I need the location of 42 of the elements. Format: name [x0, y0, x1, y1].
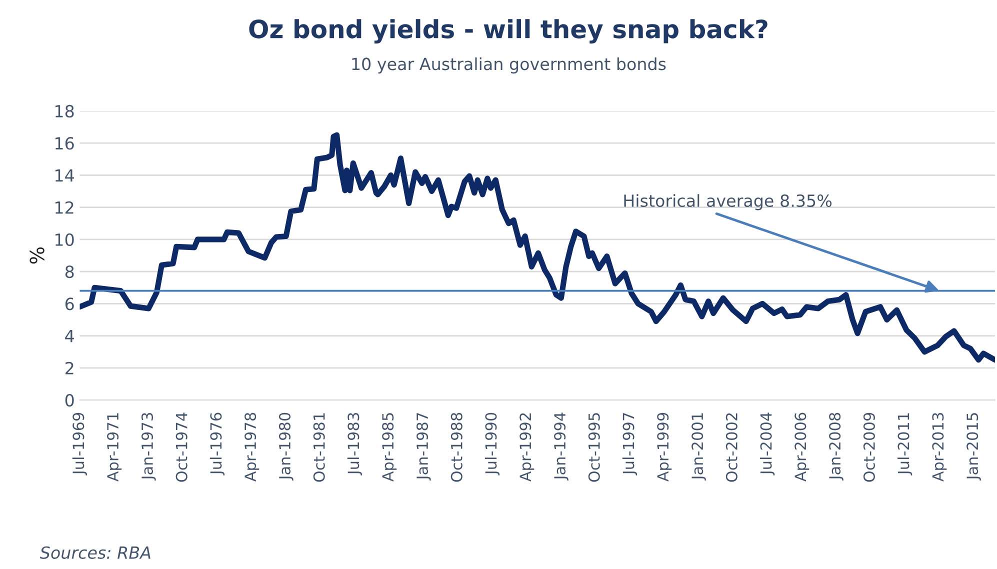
y-tick-label: 18	[56, 104, 74, 118]
y-tick-label: 14	[56, 169, 74, 182]
chart-title: Oz bond yields - will they snap back?	[249, 19, 768, 44]
y-tick-label: 4	[65, 330, 74, 342]
x-tick-label: Oct-1981	[313, 413, 325, 482]
x-tick-label: Oct-1988	[450, 412, 462, 482]
y-tick-label: 12	[56, 201, 74, 214]
x-tick-label: Apr-1985	[382, 413, 397, 482]
y-axis-title: %	[30, 247, 44, 264]
x-tick-label: Jul-1997	[622, 413, 638, 476]
x-tick-label: Jul-1969	[72, 412, 88, 476]
x-tick-label: Jan-1987	[416, 413, 431, 481]
y-tick-label: 2	[66, 362, 74, 374]
x-tick-label: Jan-2001	[692, 413, 706, 481]
x-tick-label: Jan-2015	[966, 413, 981, 481]
x-tick-label: Apr-1978	[244, 412, 260, 482]
x-tick-label: Apr-2006	[794, 412, 810, 482]
x-tick-label: Apr-1999	[657, 412, 672, 482]
x-tick-label: Jan-1980	[278, 412, 294, 481]
x-tick-label: Jul-1976	[210, 412, 225, 476]
x-tick-label: Oct-2009	[863, 412, 875, 482]
x-tick-label: Oct-1995	[588, 413, 600, 482]
y-tick-label: 16	[56, 137, 74, 150]
x-tick-label: Jan-2008	[829, 412, 844, 481]
x-tick-label: Oct-1974	[176, 412, 188, 482]
source-note: Sources: RBA	[40, 546, 150, 559]
x-tick-label: Jan-1973	[141, 413, 156, 481]
y-tick-label: 0	[65, 394, 74, 407]
x-tick-label: Jan-1994	[554, 412, 568, 481]
x-tick-label: Apr-2013	[932, 413, 947, 482]
y-tick-label: 10	[56, 233, 74, 246]
x-tick-label: Jul-2011	[897, 413, 912, 476]
x-tick-label: Jul-1983	[347, 413, 362, 476]
x-tick-label: Apr-1992	[520, 413, 534, 482]
x-tick-label: Jul-2004	[760, 412, 775, 476]
x-tick-label: Oct-2002	[726, 413, 738, 482]
x-tick-label: Jul-1990	[484, 412, 500, 476]
annotation: Historical average 8.35%	[624, 194, 832, 210]
y-tick-label: 8	[65, 266, 74, 278]
y-tick-label: 6	[65, 298, 74, 310]
chart-subtitle: 10 year Australian government bonds	[352, 57, 666, 74]
x-tick-label: Apr-1971	[107, 413, 122, 482]
